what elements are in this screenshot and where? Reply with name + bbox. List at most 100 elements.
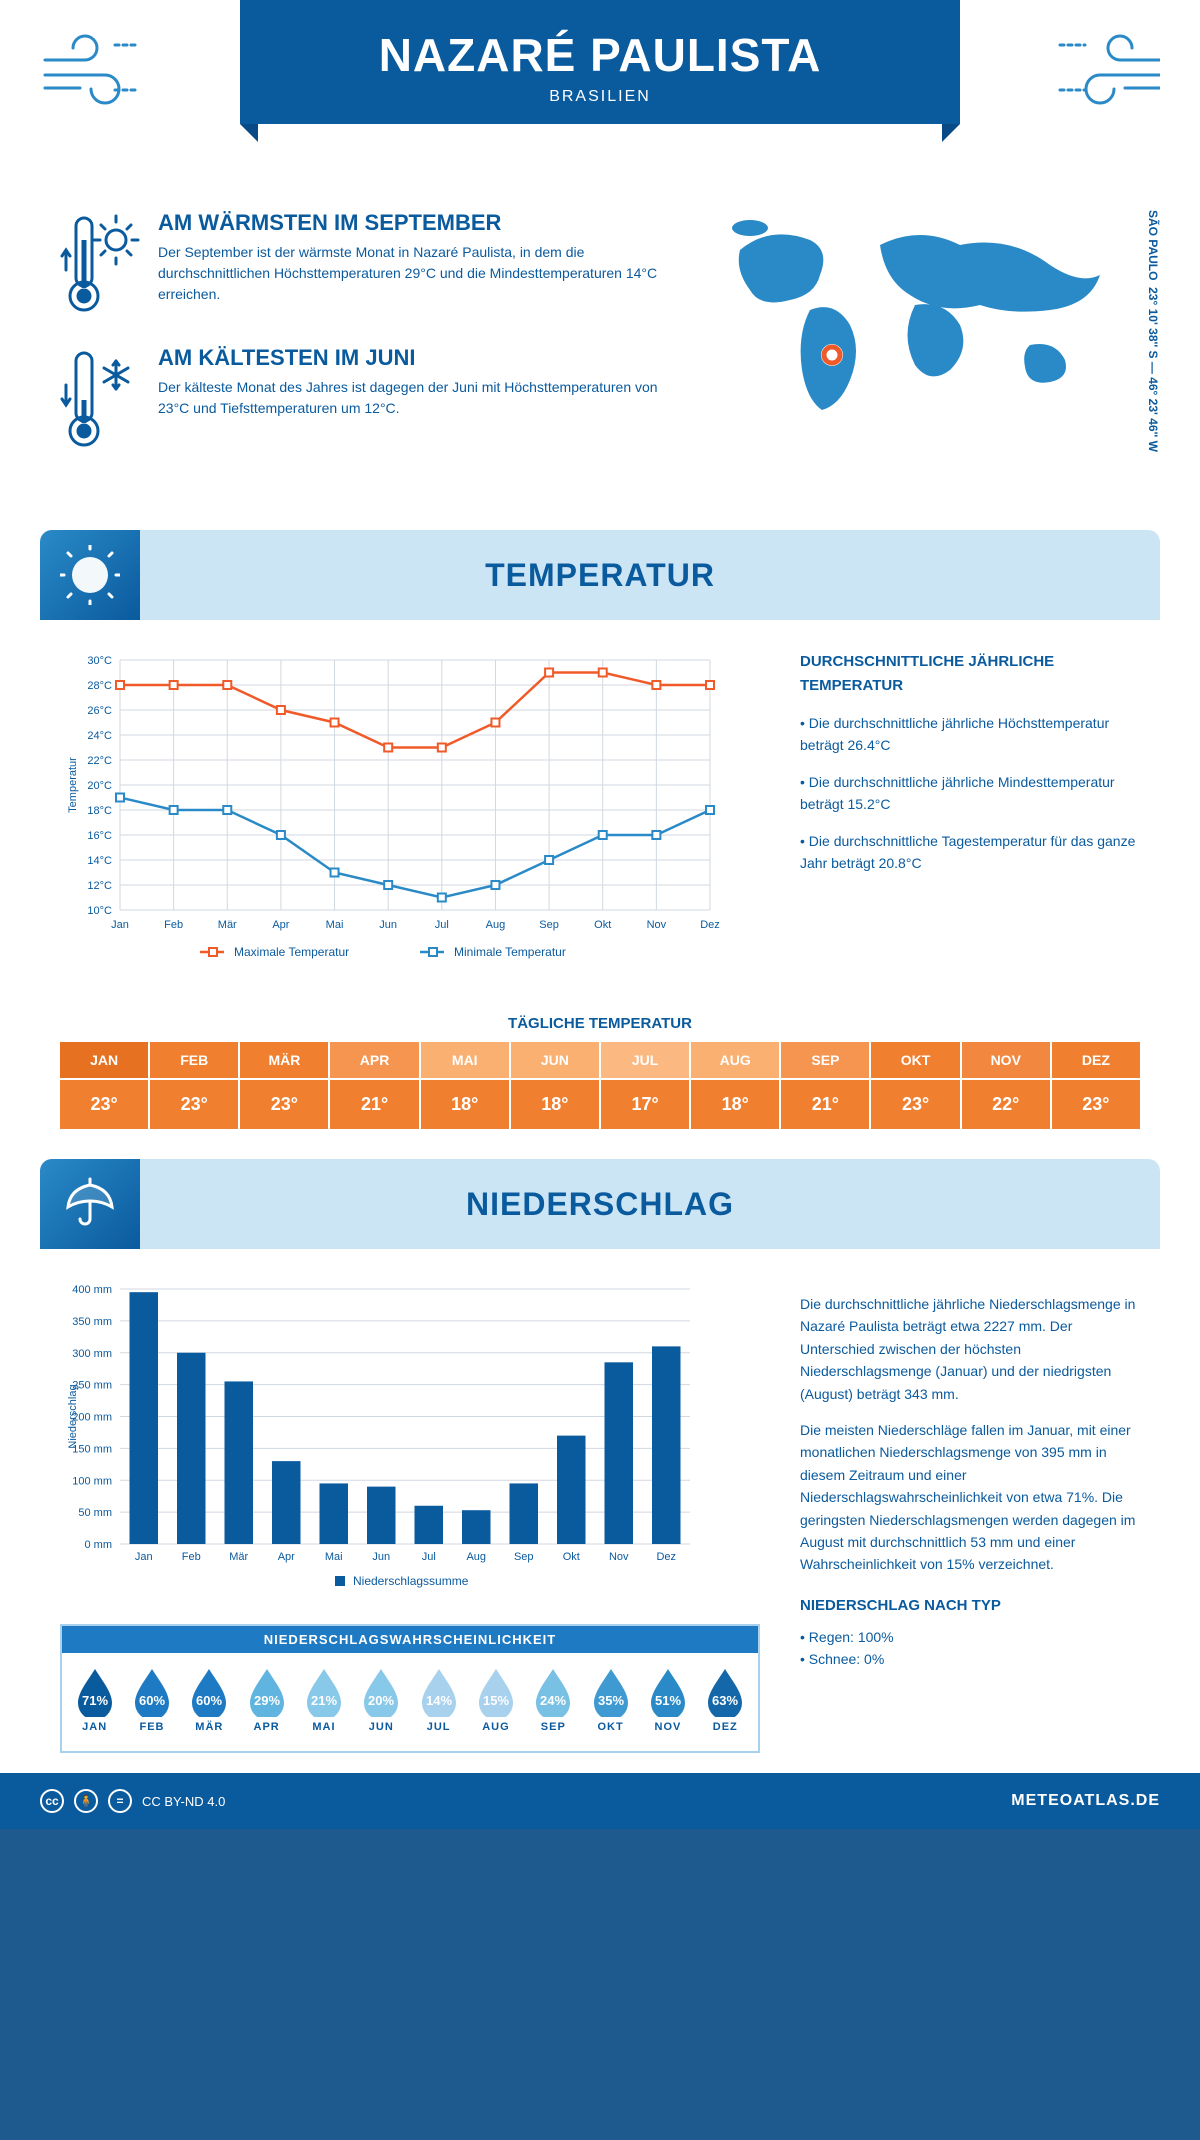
- svg-text:350 mm: 350 mm: [72, 1316, 112, 1328]
- sun-icon: [40, 530, 140, 620]
- svg-text:20%: 20%: [368, 1693, 394, 1708]
- svg-text:26°C: 26°C: [87, 705, 112, 717]
- daily-temp-table: JANFEBMÄRAPRMAIJUNJULAUGSEPOKTNOVDEZ23°2…: [60, 1042, 1140, 1129]
- svg-text:60%: 60%: [196, 1693, 222, 1708]
- svg-text:Niederschlag: Niederschlag: [67, 1384, 79, 1448]
- svg-text:63%: 63%: [712, 1693, 738, 1708]
- svg-text:Mai: Mai: [326, 919, 344, 931]
- header: NAZARÉ PAULISTA BRASILIEN: [0, 0, 1200, 200]
- month-header: JUL: [601, 1042, 689, 1078]
- brand-label: METEOATLAS.DE: [1011, 1792, 1160, 1810]
- month-header: MAI: [421, 1042, 509, 1078]
- month-header: NOV: [962, 1042, 1050, 1078]
- temp-line-chart: 10°C12°C14°C16°C18°C20°C22°C24°C26°C28°C…: [60, 650, 760, 975]
- note-line: • Die durchschnittliche jährliche Mindes…: [800, 771, 1140, 816]
- svg-text:Dez: Dez: [656, 1551, 676, 1563]
- svg-text:18°C: 18°C: [87, 805, 112, 817]
- svg-text:28°C: 28°C: [87, 680, 112, 692]
- svg-text:Jul: Jul: [422, 1551, 436, 1563]
- probability-drop: 21% MAI: [295, 1665, 352, 1733]
- daily-value: 17°: [601, 1080, 689, 1129]
- svg-text:Dez: Dez: [700, 919, 720, 931]
- svg-text:Feb: Feb: [164, 919, 183, 931]
- thermometer-sun-icon: [60, 210, 140, 325]
- probability-box: NIEDERSCHLAGSWAHRSCHEINLICHKEIT 71% JAN …: [60, 1624, 760, 1753]
- daily-value: 21°: [781, 1080, 869, 1129]
- svg-text:14°C: 14°C: [87, 855, 112, 867]
- precip-row: 0 mm50 mm100 mm150 mm200 mm250 mm300 mm3…: [0, 1249, 1200, 1773]
- svg-text:Minimale Temperatur: Minimale Temperatur: [454, 945, 566, 959]
- daily-value: 21°: [330, 1080, 418, 1129]
- svg-text:16°C: 16°C: [87, 830, 112, 842]
- coordinates: SÃO PAULO 23° 10' 38'' S — 46° 23' 46'' …: [1146, 210, 1160, 452]
- svg-text:Jan: Jan: [135, 1551, 153, 1563]
- daily-value: 23°: [150, 1080, 238, 1129]
- infographic-page: NAZARÉ PAULISTA BRASILIEN: [0, 0, 1200, 1829]
- fact-text: Der kälteste Monat des Jahres ist dagege…: [158, 377, 690, 419]
- probability-drop: 20% JUN: [353, 1665, 410, 1733]
- svg-text:Aug: Aug: [466, 1551, 486, 1563]
- country-label: BRASILIEN: [240, 88, 960, 106]
- section-header-precip: NIEDERSCHLAG: [40, 1159, 1160, 1249]
- probability-drop: 71% JAN: [66, 1665, 123, 1733]
- daily-temp-title: TÄGLICHE TEMPERATUR: [0, 1015, 1200, 1032]
- footer: cc 🧍 = CC BY-ND 4.0 METEOATLAS.DE: [0, 1773, 1200, 1829]
- svg-text:20°C: 20°C: [87, 780, 112, 792]
- probability-title: NIEDERSCHLAGSWAHRSCHEINLICHKEIT: [62, 1626, 758, 1653]
- map-column: SÃO PAULO 23° 10' 38'' S — 46° 23' 46'' …: [720, 210, 1140, 480]
- month-header: DEZ: [1052, 1042, 1140, 1078]
- probability-drop: 15% AUG: [467, 1665, 524, 1733]
- month-header: JUN: [511, 1042, 599, 1078]
- svg-text:30°C: 30°C: [87, 655, 112, 667]
- month-header: SEP: [781, 1042, 869, 1078]
- by-icon: 🧍: [74, 1789, 98, 1813]
- note-line: • Die durchschnittliche jährliche Höchst…: [800, 712, 1140, 757]
- daily-value: 23°: [60, 1080, 148, 1129]
- svg-text:29%: 29%: [254, 1693, 280, 1708]
- svg-text:22°C: 22°C: [87, 755, 112, 767]
- nd-icon: =: [108, 1789, 132, 1813]
- precip-type-line: • Schnee: 0%: [800, 1648, 1140, 1670]
- precip-text: Die meisten Niederschläge fallen im Janu…: [800, 1419, 1140, 1576]
- precip-type-title: NIEDERSCHLAG NACH TYP: [800, 1594, 1140, 1618]
- temp-chart-row: 10°C12°C14°C16°C18°C20°C22°C24°C26°C28°C…: [0, 620, 1200, 1005]
- svg-text:Feb: Feb: [182, 1551, 201, 1563]
- svg-text:Jun: Jun: [379, 919, 397, 931]
- section-header-temp: TEMPERATUR: [40, 530, 1160, 620]
- svg-text:0 mm: 0 mm: [85, 1539, 113, 1551]
- precip-type-line: • Regen: 100%: [800, 1626, 1140, 1648]
- svg-text:12°C: 12°C: [87, 880, 112, 892]
- wind-icon: [40, 30, 150, 115]
- daily-value: 23°: [871, 1080, 959, 1129]
- svg-text:Mär: Mär: [218, 919, 237, 931]
- svg-text:Jul: Jul: [435, 919, 449, 931]
- svg-text:21%: 21%: [311, 1693, 337, 1708]
- svg-text:Okt: Okt: [563, 1551, 580, 1563]
- svg-text:Aug: Aug: [486, 919, 506, 931]
- month-header: AUG: [691, 1042, 779, 1078]
- svg-text:10°C: 10°C: [87, 905, 112, 917]
- title-banner: NAZARÉ PAULISTA BRASILIEN: [240, 0, 960, 124]
- svg-text:60%: 60%: [139, 1693, 165, 1708]
- svg-text:35%: 35%: [598, 1693, 624, 1708]
- svg-text:Apr: Apr: [278, 1551, 295, 1563]
- probability-drop: 35% OKT: [582, 1665, 639, 1733]
- svg-text:Nov: Nov: [647, 919, 667, 931]
- section-title: TEMPERATUR: [485, 557, 715, 594]
- section-title: NIEDERSCHLAG: [466, 1186, 734, 1223]
- probability-drops: 71% JAN 60% FEB 60% MÄR 29% APR 21% MAI …: [62, 1653, 758, 1737]
- daily-value: 18°: [511, 1080, 599, 1129]
- svg-text:Sep: Sep: [514, 1551, 534, 1563]
- month-header: OKT: [871, 1042, 959, 1078]
- month-header: FEB: [150, 1042, 238, 1078]
- fact-coldest: AM KÄLTESTEN IM JUNI Der kälteste Monat …: [60, 345, 690, 460]
- thermometer-snow-icon: [60, 345, 140, 460]
- probability-drop: 29% APR: [238, 1665, 295, 1733]
- probability-drop: 60% MÄR: [181, 1665, 238, 1733]
- page-title: NAZARÉ PAULISTA: [240, 28, 960, 82]
- svg-text:100 mm: 100 mm: [72, 1475, 112, 1487]
- svg-text:Nov: Nov: [609, 1551, 629, 1563]
- precip-left: 0 mm50 mm100 mm150 mm200 mm250 mm300 mm3…: [60, 1279, 760, 1753]
- svg-text:15%: 15%: [483, 1693, 509, 1708]
- umbrella-icon: [40, 1159, 140, 1249]
